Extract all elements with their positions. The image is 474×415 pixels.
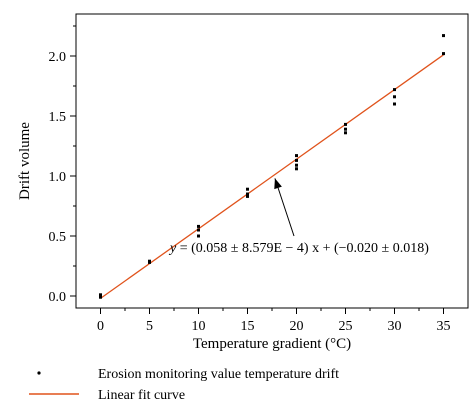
x-axis-title: Temperature gradient (°C) [193,336,351,352]
x-tick-label: 35 [437,319,451,334]
x-tick-label: 5 [146,319,153,334]
y-ticks: 0.0 0.5 1.0 1.5 2.0 [49,25,76,305]
legend-label-points: Erosion monitoring value temperature dri… [98,367,339,382]
points-layer [99,34,445,299]
data-point [295,154,298,158]
legend-label-line: Linear fit curve [98,388,185,403]
annotation-arrow [274,178,295,237]
data-point [246,194,249,198]
data-point [246,187,249,191]
data-point [344,131,347,135]
data-point [393,88,396,92]
data-point [295,167,298,171]
data-point [344,127,347,131]
data-point [442,52,445,56]
x-tick-label: 25 [339,319,353,334]
y-tick-label: 2.0 [49,50,67,65]
data-point [246,192,249,196]
data-point [99,293,102,297]
y-tick-label: 1.0 [49,170,67,185]
data-point [197,228,200,232]
fit-line [100,54,444,299]
fit-equation-body: = (0.058 ± 8.579E − 4) x + (−0.020 ± 0.0… [176,241,429,256]
annotation-arrowhead [274,178,282,190]
data-point [295,163,298,167]
data-point [393,95,396,99]
x-tick-label: 15 [241,319,255,334]
data-point [148,260,151,264]
fit-equation: y = (0.058 ± 8.579E − 4) x + (−0.020 ± 0… [168,241,429,256]
data-point [99,295,102,299]
x-tick-label: 10 [192,319,206,334]
data-point [197,224,200,228]
data-point [393,102,396,106]
legend: Erosion monitoring value temperature dri… [29,367,339,403]
data-point [344,122,347,126]
y-tick-label: 1.5 [49,110,67,125]
legend-marker-points [37,371,41,375]
data-point [295,158,298,162]
fit-equation-y: y [168,241,177,256]
data-point [442,34,445,38]
y-tick-label: 0.0 [49,290,67,305]
x-ticks: 0 5 10 15 20 25 30 35 [97,308,451,334]
y-axis-title: Drift volume [17,122,33,200]
annotation: y = (0.058 ± 8.579E − 4) x + (−0.020 ± 0… [168,178,429,256]
data-point [197,234,200,238]
fit-line-layer [100,54,444,299]
y-tick-label: 0.5 [49,230,67,245]
x-tick-label: 0 [97,319,104,334]
x-tick-label: 30 [388,319,402,334]
plot-frame [75,13,469,309]
x-tick-label: 20 [290,319,304,334]
